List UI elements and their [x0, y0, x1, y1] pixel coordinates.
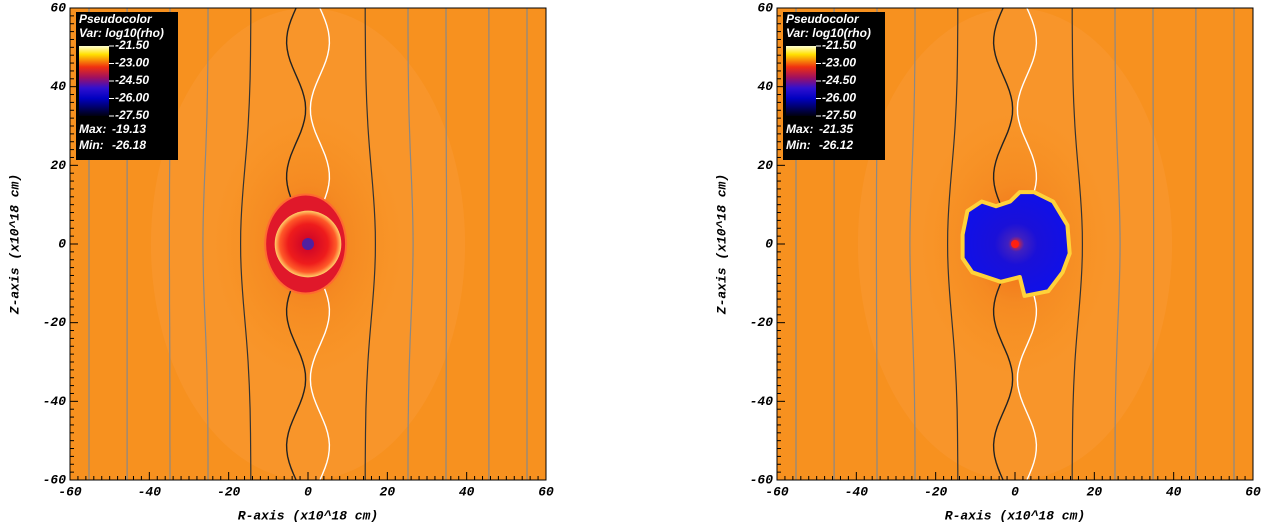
y-tick-label: 0	[58, 236, 66, 251]
plot-area	[70, 8, 546, 480]
y-tick-label: 20	[50, 158, 66, 173]
field-line	[239, 8, 252, 480]
y-tick-label: -40	[43, 394, 67, 409]
y-tick-label: 20	[757, 158, 773, 173]
legend-variable: Var: log10(rho)	[786, 26, 871, 40]
field-line	[1071, 8, 1084, 480]
plot-area	[777, 8, 1253, 480]
field-line	[202, 8, 209, 480]
field-line	[407, 8, 414, 480]
core-center	[1011, 240, 1019, 248]
colorbar-label: -26.00	[822, 91, 856, 105]
field-line	[364, 8, 377, 480]
min-value: -26.12	[819, 138, 853, 152]
x-tick-label: -60	[58, 484, 82, 499]
y-tick-label: -60	[750, 472, 774, 487]
field-line	[445, 8, 448, 480]
max-value: -19.13	[112, 122, 146, 136]
x-tick-label: -20	[924, 484, 948, 499]
y-tick-label: -40	[750, 394, 774, 409]
field-line	[909, 8, 916, 480]
legend-title: Pseudocolor	[786, 12, 860, 26]
y-tick-label: 40	[757, 79, 773, 94]
x-axis-label: R-axis (x10^18 cm)	[945, 508, 1085, 523]
y-axis-label: Z-axis (x10^18 cm)	[7, 174, 22, 315]
min-label: Min:	[79, 138, 104, 152]
colorbar	[786, 46, 816, 116]
x-tick-label: 40	[459, 484, 475, 499]
legend-title: Pseudocolor	[79, 12, 153, 26]
core-center	[302, 238, 314, 250]
field-line	[946, 8, 959, 480]
min-value: -26.18	[112, 138, 146, 152]
min-label: Min:	[786, 138, 811, 152]
y-tick-label: 0	[765, 236, 773, 251]
legend-variable: Var: log10(rho)	[79, 26, 164, 40]
field-line	[1114, 8, 1121, 480]
x-tick-label: -40	[138, 484, 162, 499]
colorbar	[79, 46, 109, 116]
colorbar-label: -23.00	[115, 56, 149, 70]
x-tick-label: -60	[765, 484, 789, 499]
x-tick-label: 20	[1087, 484, 1103, 499]
colorbar-label: -27.50	[115, 108, 149, 122]
colorbar-label: -24.50	[115, 73, 149, 87]
colorbar-label: -24.50	[822, 73, 856, 87]
max-label: Max:	[79, 122, 106, 136]
x-tick-label: 0	[1011, 484, 1019, 499]
colorbar-label: -26.00	[115, 91, 149, 105]
y-tick-label: 40	[50, 79, 66, 94]
field-line	[1152, 8, 1155, 480]
x-tick-label: 0	[304, 484, 312, 499]
colorbar-label: -27.50	[822, 108, 856, 122]
y-tick-label: 60	[757, 0, 773, 15]
x-tick-label: -20	[217, 484, 241, 499]
y-tick-label: -20	[750, 315, 774, 330]
x-tick-label: 20	[380, 484, 396, 499]
y-tick-label: 60	[50, 0, 66, 15]
colorbar-label: -21.50	[115, 38, 149, 52]
max-value: -21.35	[819, 122, 853, 136]
colorbar-label: -23.00	[822, 56, 856, 70]
y-tick-label: -20	[43, 315, 67, 330]
x-tick-label: 60	[1245, 484, 1261, 499]
y-axis-label: Z-axis (x10^18 cm)	[714, 174, 729, 315]
x-tick-label: 60	[538, 484, 554, 499]
y-tick-label: -60	[43, 472, 67, 487]
x-axis-label: R-axis (x10^18 cm)	[238, 508, 378, 523]
x-tick-label: -40	[845, 484, 869, 499]
colorbar-label: -21.50	[822, 38, 856, 52]
x-tick-label: 40	[1166, 484, 1182, 499]
max-label: Max:	[786, 122, 813, 136]
